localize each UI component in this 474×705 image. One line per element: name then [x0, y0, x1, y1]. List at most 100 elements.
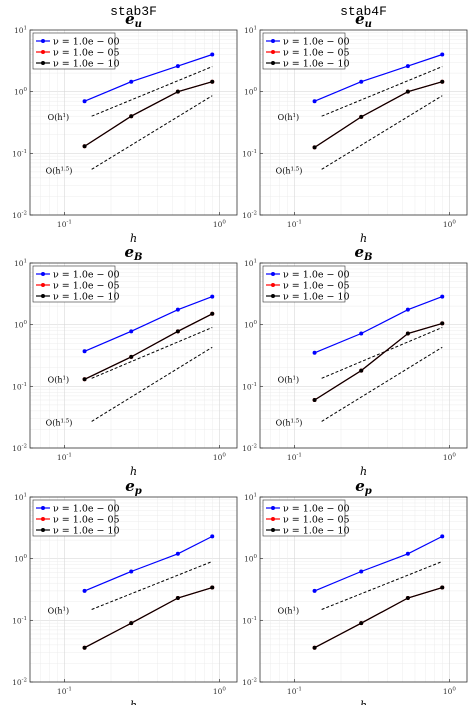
legend: ν = 1.0e − 00ν = 1.0e − 05ν = 1.0e − 10	[32, 265, 120, 303]
y-tick-label: 101	[14, 26, 27, 36]
plot-frame	[29, 496, 238, 683]
reference-line-order-0	[321, 561, 443, 610]
data-point	[175, 307, 180, 312]
x-axis-label: h	[130, 465, 137, 478]
data-point	[175, 596, 180, 601]
data-point	[440, 585, 445, 590]
reference-line-label: O(h1.5)	[276, 166, 303, 175]
x-tick-label: 100	[213, 453, 227, 463]
reference-label-base: O(h	[276, 418, 291, 427]
legend-swatch-marker	[41, 517, 45, 521]
y-tick-label: 10-2	[12, 211, 27, 221]
series-line-0	[84, 535, 213, 592]
reference-line-label: O(h1)	[278, 375, 299, 384]
series-line-0	[84, 53, 213, 102]
data-point	[312, 145, 317, 150]
reference-line-label: O(h1.5)	[276, 418, 303, 427]
legend-entry-label: ν = 1.0e − 05	[53, 281, 120, 292]
data-point	[405, 89, 410, 94]
data-point	[210, 294, 215, 299]
data-point	[210, 585, 215, 590]
series-line-2	[84, 81, 213, 147]
data-point	[175, 64, 180, 69]
y-tick-label: 101	[244, 493, 257, 503]
y-tick-label: 101	[14, 493, 27, 503]
chart-title-main: e	[125, 477, 135, 495]
reference-label-base: O(h	[278, 606, 293, 615]
x-tick-label: 100	[443, 687, 457, 697]
chart-title-main: e	[125, 10, 135, 28]
legend-swatch-marker	[271, 528, 275, 532]
x-tick-label: 10-1	[287, 453, 302, 463]
data-point	[82, 377, 87, 382]
plot-frame	[29, 29, 238, 216]
x-axis-label: h	[360, 232, 367, 245]
chart-title-main: e	[355, 477, 365, 495]
legend-entry-label: ν = 1.0e − 10	[53, 526, 120, 537]
plot-frame	[29, 262, 238, 449]
reference-line-order-1	[91, 346, 213, 422]
reference-label-exponent: 1	[63, 113, 67, 119]
data-point	[129, 354, 134, 359]
data-point	[359, 79, 364, 84]
series-line-0	[84, 296, 213, 352]
legend-swatch-marker	[41, 506, 45, 510]
reference-label-close: )	[296, 606, 299, 615]
series-line-0	[314, 53, 443, 102]
series-line-2	[314, 81, 443, 148]
data-point	[405, 331, 410, 336]
chart-title-main: e	[125, 243, 135, 261]
legend-entry-label: ν = 1.0e − 10	[283, 526, 350, 537]
x-tick-label: 10-1	[57, 453, 72, 463]
chart-title-main: e	[355, 243, 365, 261]
x-tick-label: 10-1	[287, 220, 302, 230]
reference-label-base: O(h	[278, 113, 293, 122]
legend-swatch-marker	[271, 39, 275, 43]
reference-label-exponent: 1	[293, 375, 297, 381]
legend-swatch-marker	[271, 294, 275, 298]
legend-swatch-marker	[41, 50, 45, 54]
data-point	[405, 596, 410, 601]
data-point	[312, 350, 317, 355]
reference-label-close: )	[66, 375, 69, 384]
reference-label-exponent: 1	[293, 113, 297, 119]
y-tick-label: 10-1	[242, 382, 257, 392]
data-point	[210, 311, 215, 316]
reference-label-exponent: 1.5	[291, 166, 300, 172]
data-point	[440, 52, 445, 57]
reference-label-base: O(h	[48, 375, 63, 384]
data-point	[312, 588, 317, 593]
legend-swatch-marker	[271, 517, 275, 521]
data-point	[82, 144, 87, 149]
legend-entry-label: ν = 1.0e − 05	[283, 48, 350, 59]
reference-label-base: O(h	[278, 375, 293, 384]
x-axis-label: h	[360, 699, 367, 705]
y-tick-label: 100	[14, 554, 28, 564]
data-point	[440, 321, 445, 326]
data-point	[405, 551, 410, 556]
legend: ν = 1.0e − 00ν = 1.0e − 05ν = 1.0e − 10	[32, 499, 120, 537]
reference-label-exponent: 1.5	[61, 166, 70, 172]
data-point	[129, 329, 134, 334]
reference-line-order-0	[91, 66, 213, 117]
data-point	[82, 99, 87, 104]
chart-title-sub: B	[133, 252, 142, 263]
reference-line-label: O(h1)	[48, 113, 69, 122]
reference-label-close: )	[66, 606, 69, 615]
reference-label-close: )	[299, 418, 302, 427]
plot-frame	[259, 29, 468, 216]
data-point	[359, 569, 364, 574]
x-tick-label: 100	[443, 220, 457, 230]
y-tick-label: 10-2	[12, 444, 27, 454]
y-tick-label: 101	[244, 259, 257, 269]
chart-title-sub: p	[365, 486, 372, 497]
legend-swatch-marker	[41, 294, 45, 298]
legend-entry-label: ν = 1.0e − 05	[283, 281, 350, 292]
legend-entry-label: ν = 1.0e − 10	[283, 59, 350, 70]
data-point	[359, 368, 364, 373]
y-tick-label: 100	[244, 320, 258, 330]
y-tick-label: 10-2	[12, 678, 27, 688]
legend-swatch-marker	[41, 283, 45, 287]
legend-swatch-marker	[271, 50, 275, 54]
